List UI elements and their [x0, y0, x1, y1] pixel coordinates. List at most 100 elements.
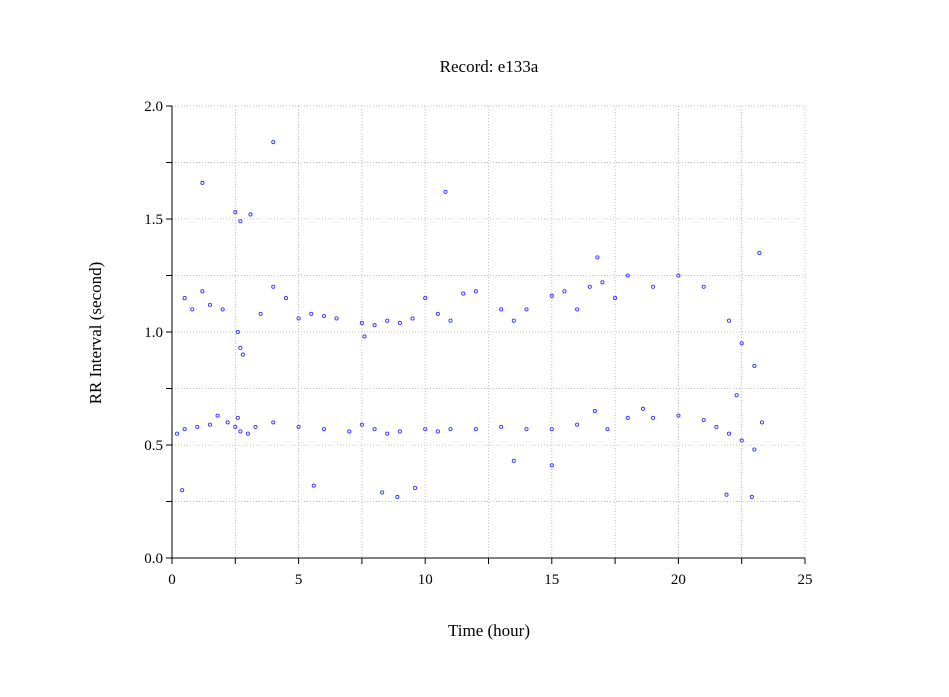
y-tick-label: 1.5 [144, 212, 163, 228]
data-point [245, 431, 251, 436]
data-point [435, 429, 440, 434]
data-point [749, 494, 754, 500]
x-tick-label: 0 [168, 572, 176, 588]
data-point [380, 490, 385, 495]
data-point [759, 420, 765, 425]
data-point [207, 302, 213, 307]
data-point [752, 363, 757, 368]
data-point [473, 289, 478, 294]
y-tick-label: 1.0 [144, 325, 163, 341]
data-point [575, 307, 580, 312]
data-point [701, 418, 706, 423]
data-point [200, 289, 205, 294]
data-point [362, 334, 367, 339]
data-point [372, 323, 377, 328]
data-point [461, 291, 466, 296]
data-point [549, 293, 554, 298]
data-point [651, 415, 656, 420]
data-point [238, 345, 243, 350]
data-point [175, 431, 180, 436]
x-tick-label: 20 [671, 572, 686, 588]
data-point [311, 483, 316, 488]
data-point [248, 212, 253, 217]
data-point [473, 427, 478, 432]
data-point [524, 307, 529, 312]
chart-title: Record: e133a [440, 57, 539, 76]
data-point [321, 427, 326, 432]
data-point [676, 413, 681, 418]
data-point [640, 406, 646, 411]
data-point [739, 438, 744, 443]
data-point [549, 463, 554, 468]
data-point [613, 296, 618, 301]
data-point [423, 427, 428, 432]
data-point [258, 311, 263, 316]
data-point [435, 311, 440, 316]
y-axis-label: RR Interval (second) [86, 262, 105, 405]
data-point [182, 427, 187, 432]
data-point [448, 318, 453, 323]
data-point [215, 413, 220, 418]
data-point [511, 458, 516, 463]
data-point [651, 284, 656, 289]
x-tick-label: 15 [544, 572, 559, 588]
data-point [562, 289, 567, 294]
data-point [549, 427, 554, 432]
data-point [359, 422, 364, 427]
data-point [220, 307, 225, 312]
x-tick-label: 25 [798, 572, 813, 588]
x-tick-label: 10 [418, 572, 433, 588]
data-point [296, 424, 301, 429]
data-point [443, 189, 448, 194]
data-point [448, 427, 453, 432]
data-point [726, 318, 732, 323]
x-axis-label: Time (hour) [448, 621, 530, 640]
data-point [271, 420, 276, 425]
data-point [410, 316, 415, 321]
data-point [235, 329, 240, 335]
data-point [605, 427, 610, 432]
y-tick-label: 0.5 [144, 438, 163, 454]
data-point [233, 424, 238, 429]
data-point [225, 420, 230, 425]
data-point [587, 284, 592, 289]
data-point [726, 431, 732, 436]
data-point [734, 393, 739, 398]
data-point [724, 492, 729, 497]
data-point [413, 485, 418, 490]
data-point [397, 429, 402, 434]
data-point [200, 180, 205, 185]
data-point [271, 140, 276, 145]
grid [172, 105, 806, 558]
data-point [739, 341, 744, 346]
data-point [752, 447, 757, 452]
data-point [271, 284, 276, 289]
data-point [511, 318, 516, 323]
data-point [499, 424, 504, 429]
data-point [595, 255, 600, 260]
data-point [359, 320, 364, 326]
data-points [175, 140, 765, 500]
data-point [372, 427, 377, 432]
tick-labels: 0 5 10 15 20 25 0.0 0.5 1.0 1.5 2.0 [144, 99, 812, 588]
data-point [423, 296, 428, 301]
x-tick-label: 5 [295, 572, 303, 588]
data-point [334, 316, 339, 321]
data-point [397, 320, 402, 326]
data-point [180, 488, 185, 493]
data-point [625, 273, 630, 278]
data-point [321, 314, 326, 319]
data-point [253, 424, 258, 429]
data-point [385, 318, 390, 323]
data-point [235, 415, 240, 420]
data-point [524, 427, 529, 432]
data-point [347, 429, 352, 434]
y-tick-label: 0.0 [144, 551, 163, 567]
data-point [233, 210, 238, 215]
axes [166, 105, 806, 564]
data-point [575, 422, 580, 427]
data-point [238, 429, 243, 434]
data-point [195, 424, 200, 429]
data-point [499, 307, 504, 312]
